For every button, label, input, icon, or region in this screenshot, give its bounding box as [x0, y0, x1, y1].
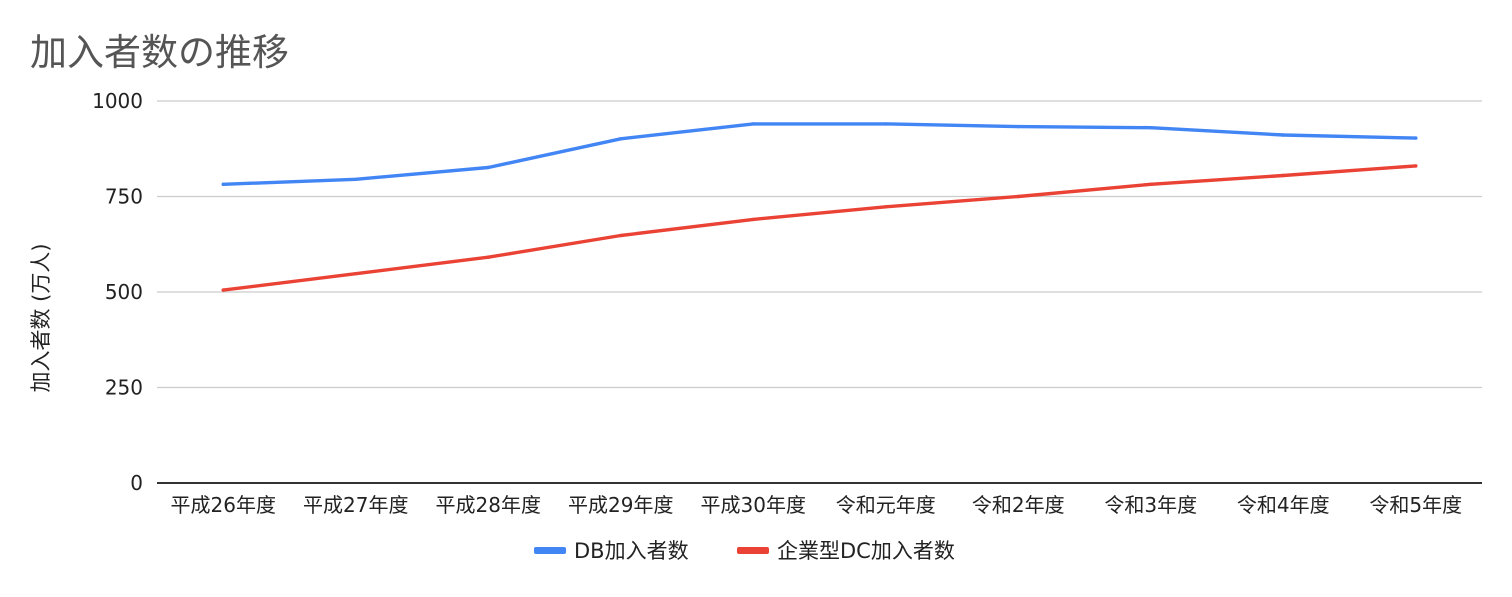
data-point — [486, 255, 490, 259]
series-line-1 — [221, 122, 1418, 187]
x-tick-label: 令和2年度 — [972, 493, 1065, 517]
x-tick-label: 令和5年度 — [1369, 493, 1462, 517]
data-point — [1016, 124, 1020, 129]
data-point — [884, 205, 888, 209]
legend-swatch — [737, 547, 769, 554]
x-tick-label: 令和4年度 — [1237, 493, 1330, 517]
data-point — [751, 217, 755, 222]
data-point — [1281, 133, 1285, 137]
data-point — [1016, 194, 1020, 199]
series-line-2 — [221, 164, 1418, 292]
chart-title: 加入者数の推移 — [30, 31, 289, 74]
x-tick-label: 令和元年度 — [836, 493, 936, 517]
data-point — [751, 122, 755, 126]
y-tick-label: 1000 — [92, 89, 143, 113]
y-tick-label: 0 — [130, 471, 143, 495]
legend-label: 企業型DC加入者数 — [777, 539, 955, 563]
data-point — [1414, 136, 1418, 140]
legend-swatch — [534, 547, 566, 554]
gridlines — [157, 100, 1482, 484]
y-tick-label: 500 — [105, 280, 143, 304]
data-point — [1149, 126, 1153, 130]
legend: DB加入者数 企業型DC加入者数 — [534, 539, 955, 563]
data-point — [1281, 173, 1285, 178]
x-tick-label: 平成30年度 — [701, 493, 806, 517]
y-tick-label: 750 — [105, 185, 143, 209]
x-tick-label: 平成29年度 — [568, 493, 673, 517]
y-axis-title: 加入者数 (万人) — [29, 243, 53, 392]
data-point — [1414, 164, 1418, 168]
data-point — [619, 137, 623, 141]
data-point — [884, 122, 888, 126]
series-lines — [221, 122, 1418, 292]
x-tick-label: 令和3年度 — [1104, 493, 1197, 517]
data-point — [619, 233, 623, 238]
data-point — [221, 288, 225, 292]
x-axis-ticks: 平成26年度 平成27年度 平成28年度 平成29年度 平成30年度 令和元年度 令和2年度… — [171, 493, 1463, 517]
y-axis-ticks: 0 250 500 750 1000 — [92, 89, 143, 495]
data-point — [1149, 182, 1153, 186]
data-point — [221, 182, 225, 186]
data-point — [486, 165, 490, 170]
x-tick-label: 平成27年度 — [303, 493, 408, 517]
data-point — [354, 271, 358, 276]
legend-label: DB加入者数 — [574, 539, 689, 563]
y-tick-label: 250 — [105, 376, 143, 400]
x-tick-label: 平成26年度 — [171, 493, 276, 517]
x-tick-label: 平成28年度 — [436, 493, 541, 517]
data-point — [354, 177, 358, 182]
